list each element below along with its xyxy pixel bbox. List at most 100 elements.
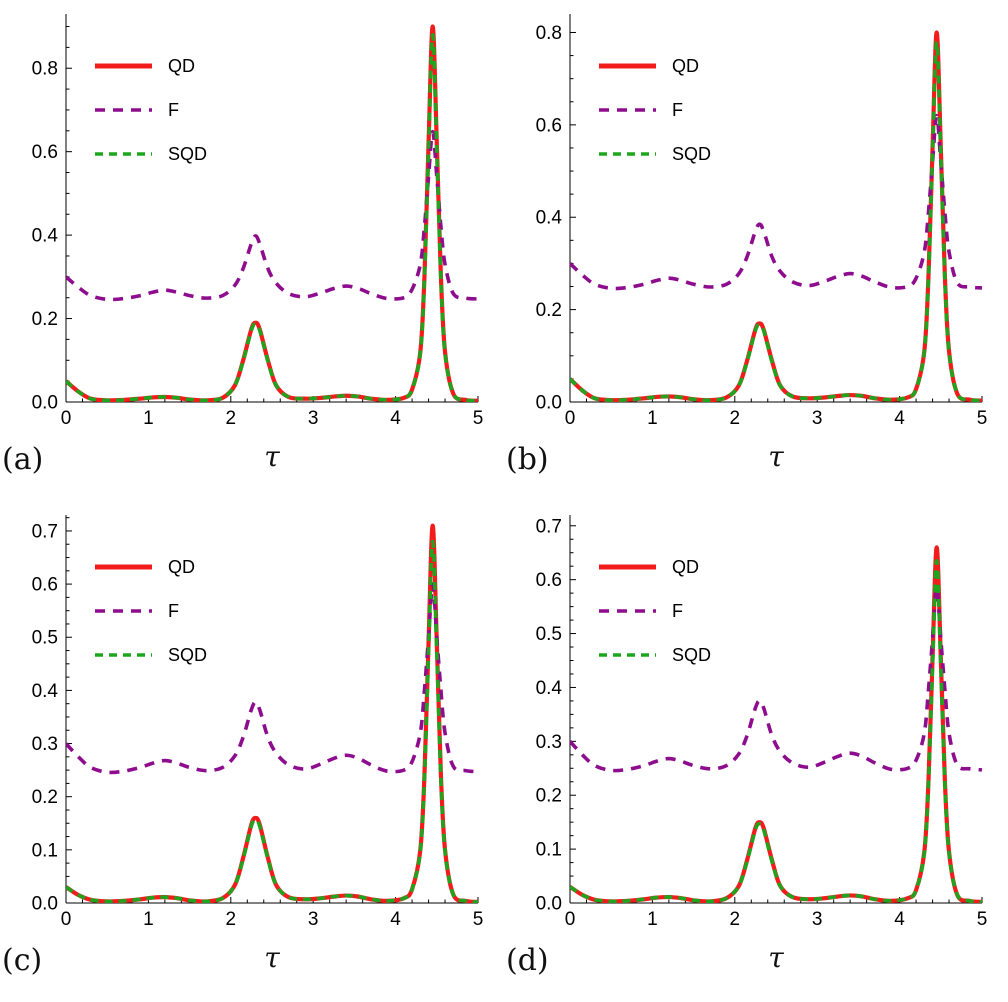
panel-b-caption: (b) τ <box>506 436 996 490</box>
legend: QD F SQD <box>95 56 207 164</box>
panel-c-caption: (c) τ <box>2 937 492 991</box>
chart-panel-d: 0 1 2 3 4 5 0.0 0.1 0.2 0.3 0.4 0.5 0.6 0.7 QD F SQD <box>536 515 988 930</box>
svg-text:5: 5 <box>977 408 988 429</box>
panel-a-caption: (a) τ <box>2 436 492 490</box>
axes <box>569 14 983 403</box>
svg-text:0.2: 0.2 <box>32 787 58 808</box>
axes <box>65 515 479 904</box>
legend-label-F: F <box>168 100 179 120</box>
curve-QD <box>570 545 983 903</box>
svg-text:4: 4 <box>894 909 905 930</box>
panel-letter-d: (d) <box>506 943 549 978</box>
svg-text:0.2: 0.2 <box>32 309 58 330</box>
legend-label-SQD: SQD <box>168 645 207 665</box>
panel-d: 0 1 2 3 4 5 0.0 0.1 0.2 0.3 0.4 0.5 0.6 0.7 QD F SQD (d)… <box>504 501 1008 1002</box>
svg-text:0: 0 <box>61 408 72 429</box>
legend-label-QD: QD <box>672 557 699 577</box>
svg-text:0.4: 0.4 <box>32 226 59 247</box>
x-axis-title-a: τ <box>264 440 280 473</box>
svg-text:3: 3 <box>812 909 823 930</box>
svg-text:0.6: 0.6 <box>536 115 562 136</box>
panel-letter-b: (b) <box>506 442 549 477</box>
chart-panel-a: 0 1 2 3 4 5 0.0 0.2 0.4 0.6 0.8 QD F SQD <box>32 14 484 429</box>
x-axis-title-d: τ <box>768 941 784 974</box>
svg-text:0.6: 0.6 <box>32 142 58 163</box>
curve-SQD <box>66 33 479 402</box>
svg-text:3: 3 <box>308 408 319 429</box>
svg-text:0.2: 0.2 <box>536 300 562 321</box>
svg-text:0.0: 0.0 <box>32 393 58 414</box>
svg-text:4: 4 <box>894 408 905 429</box>
curve-F <box>570 585 983 773</box>
legend-label-SQD: SQD <box>672 645 711 665</box>
curve-QD <box>66 523 479 903</box>
curves <box>66 523 479 903</box>
svg-text:0.4: 0.4 <box>536 678 563 699</box>
svg-text:0.1: 0.1 <box>536 840 562 861</box>
x-axis-title-b: τ <box>768 440 784 473</box>
svg-text:4: 4 <box>390 909 401 930</box>
chart-panel-b: 0 1 2 3 4 5 0.0 0.2 0.4 0.6 0.8 QD F SQD <box>536 14 988 429</box>
svg-text:0.6: 0.6 <box>536 570 562 591</box>
svg-text:0: 0 <box>61 909 72 930</box>
svg-text:1: 1 <box>647 909 658 930</box>
svg-text:0.0: 0.0 <box>536 894 562 915</box>
x-tick-labels: 0 1 2 3 4 5 <box>565 408 988 429</box>
y-tick-labels: 0.0 0.1 0.2 0.3 0.4 0.5 0.6 0.7 <box>32 521 59 914</box>
y-tick-labels: 0.0 0.1 0.2 0.3 0.4 0.5 0.6 0.7 <box>536 516 563 914</box>
svg-text:2: 2 <box>226 408 237 429</box>
curve-SQD <box>570 39 983 402</box>
curve-SQD <box>66 539 479 903</box>
curve-QD <box>66 24 479 402</box>
panel-letter-a: (a) <box>2 442 44 477</box>
svg-text:5: 5 <box>977 909 988 930</box>
y-tick-labels: 0.0 0.2 0.4 0.6 0.8 <box>32 59 59 414</box>
svg-text:0.7: 0.7 <box>32 521 58 542</box>
svg-text:0.5: 0.5 <box>536 624 562 645</box>
svg-text:0.8: 0.8 <box>32 59 58 80</box>
legend-label-F: F <box>672 100 683 120</box>
panel-b: 0 1 2 3 4 5 0.0 0.2 0.4 0.6 0.8 QD F SQD (b) τ <box>504 0 1008 501</box>
legend-label-SQD: SQD <box>168 144 207 164</box>
x-tick-labels: 0 1 2 3 4 5 <box>61 909 484 930</box>
svg-text:3: 3 <box>308 909 319 930</box>
svg-text:1: 1 <box>143 408 154 429</box>
legend: QD F SQD <box>599 557 711 665</box>
svg-text:0.4: 0.4 <box>32 681 59 702</box>
svg-text:4: 4 <box>390 408 401 429</box>
legend: QD F SQD <box>95 557 207 665</box>
svg-text:0.5: 0.5 <box>32 628 58 649</box>
svg-text:0: 0 <box>565 909 576 930</box>
axes <box>65 14 479 403</box>
svg-text:0.4: 0.4 <box>536 208 563 229</box>
curve-SQD <box>570 559 983 903</box>
curves <box>570 30 983 402</box>
svg-text:0.7: 0.7 <box>536 516 562 537</box>
x-tick-labels: 0 1 2 3 4 5 <box>61 408 484 429</box>
svg-text:2: 2 <box>226 909 237 930</box>
axes <box>569 515 983 904</box>
x-tick-labels: 0 1 2 3 4 5 <box>565 909 988 930</box>
curve-F <box>570 113 983 291</box>
svg-text:3: 3 <box>812 408 823 429</box>
panel-c: 0 1 2 3 4 5 0.0 0.1 0.2 0.3 0.4 0.5 0.6 0.7 QD F SQD (c)… <box>0 501 504 1002</box>
curves <box>570 545 983 903</box>
svg-text:0: 0 <box>565 408 576 429</box>
svg-text:1: 1 <box>143 909 154 930</box>
y-tick-labels: 0.0 0.2 0.4 0.6 0.8 <box>536 23 563 414</box>
panel-a: 0 1 2 3 4 5 0.0 0.2 0.4 0.6 0.8 QD F SQD (a) τ <box>0 0 504 501</box>
svg-text:0.0: 0.0 <box>536 393 562 414</box>
svg-text:2: 2 <box>730 909 741 930</box>
curve-F <box>66 129 479 302</box>
svg-text:0.0: 0.0 <box>32 894 58 915</box>
legend-label-F: F <box>672 601 683 621</box>
legend-label-SQD: SQD <box>672 144 711 164</box>
legend-label-QD: QD <box>672 56 699 76</box>
chart-panel-c: 0 1 2 3 4 5 0.0 0.1 0.2 0.3 0.4 0.5 0.6 0.7 QD F SQD <box>32 515 484 930</box>
svg-text:0.6: 0.6 <box>32 575 58 596</box>
svg-text:0.3: 0.3 <box>536 732 562 753</box>
svg-text:0.2: 0.2 <box>536 786 562 807</box>
svg-text:0.8: 0.8 <box>536 23 562 44</box>
svg-text:1: 1 <box>647 408 658 429</box>
legend-label-QD: QD <box>168 557 195 577</box>
